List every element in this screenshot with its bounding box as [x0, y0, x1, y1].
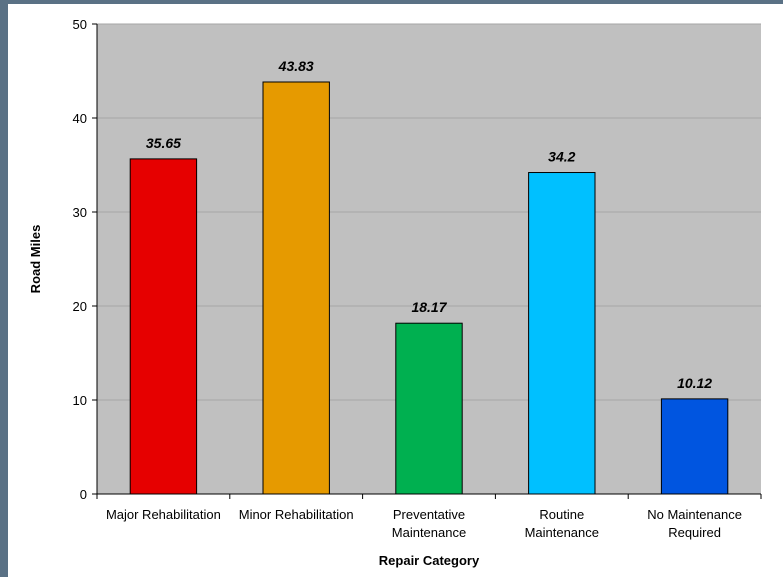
bar [262, 81, 330, 495]
x-tick-label: No Maintenance Required [647, 507, 742, 540]
data-label: 34.2 [548, 149, 575, 165]
bar-chart: 0 10 20 30 40 50 35.65 Major Rehabilitation 43.8… [28, 17, 762, 568]
bars [129, 81, 729, 495]
x-tick-label: Major Rehabilitation [106, 507, 221, 522]
y-tick-label: 0 [80, 487, 87, 502]
bar [129, 158, 198, 495]
data-label: 35.65 [146, 135, 181, 151]
x-axis-title: Repair Category [379, 553, 480, 568]
y-tick-label: 30 [73, 205, 87, 220]
x-tick-label: Routine Maintenance [525, 507, 599, 540]
bar [660, 398, 729, 495]
data-label: 10.12 [677, 375, 712, 391]
y-tick-label: 40 [73, 111, 87, 126]
axes [92, 23, 762, 499]
x-tick-label: Preventative Maintenance [392, 507, 466, 540]
bar [528, 172, 596, 495]
data-label: 18.17 [411, 299, 447, 315]
chart-frame: 0 10 20 30 40 50 35.65 Major Rehabilitation 43.8… [8, 4, 783, 577]
y-tick-label: 20 [73, 299, 87, 314]
y-axis-title: Road Miles [28, 225, 43, 294]
x-tick-label: Minor Rehabilitation [239, 507, 354, 522]
bar [395, 322, 463, 495]
y-tick-label: 50 [73, 17, 87, 32]
y-tick-label: 10 [73, 393, 87, 408]
gridlines [97, 23, 761, 401]
labels: 0 10 20 30 40 50 35.65 Major Rehabilitation 43.8… [73, 17, 742, 540]
data-label: 43.83 [278, 58, 314, 74]
